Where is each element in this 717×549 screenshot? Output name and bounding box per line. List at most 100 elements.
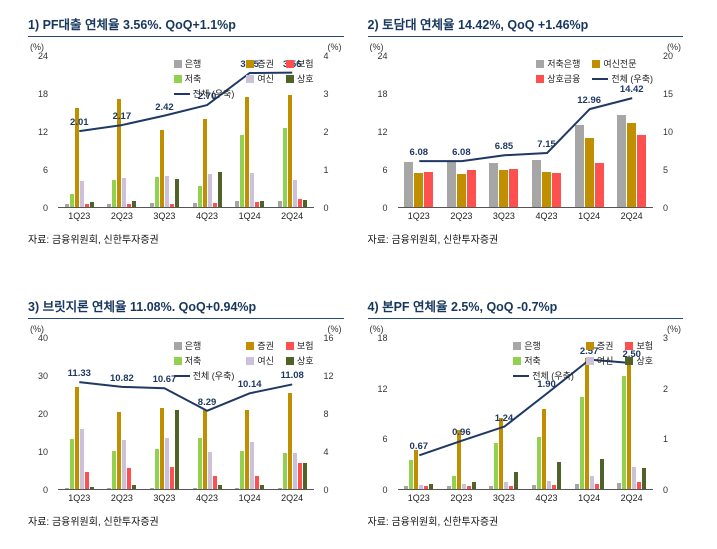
bar-group-3Q23 [143,338,186,489]
total-line [398,338,654,489]
bar-보험 [84,472,89,489]
bar-증권 [159,130,164,207]
bar-여신 [250,173,255,207]
line-value-label: 6.85 [494,141,514,153]
legend-swatch-icon [285,74,294,83]
bar-보험 [127,204,132,207]
bar-증권 [117,411,122,489]
legend-swatch-icon [585,341,594,350]
axis-tick-label: 0 [42,203,48,213]
axis-tick-label: 0 [382,485,388,495]
total-line [398,56,654,207]
line-value-label: 14.42 [619,84,644,96]
legend-label: 보험 [296,59,314,69]
bar-저축 [69,439,74,489]
bar-저축은행 [574,125,584,207]
right-axis-unit: (%) [327,324,342,334]
line-value-label: 7.15 [537,139,556,151]
bar-상호 [132,201,137,207]
bar-상호금융 [594,162,604,207]
legend-swatch-icon [536,74,545,83]
legend-item: 여신 [246,72,274,85]
bar-증권 [287,95,292,207]
bar-저축은행 [489,162,499,207]
chart-title: 3) 브릿지론 연체율 11.08%. QoQ+0.94%p [28,296,344,319]
total-line [58,56,314,207]
bar-여신 [461,483,466,489]
bar-상호금융 [552,173,562,207]
chart-panel-bridge-loan: 3) 브릿지론 연체율 11.08%. QoQ+0.94%p (%) (%) 0… [28,296,344,528]
legend-item: 보험 [625,339,653,352]
bar-저축 [282,127,287,207]
left-axis-ticks: 0 6 12 18 24 [368,51,396,213]
x-axis-label: 2Q24 [281,211,304,221]
bar-저축 [112,451,117,489]
legend-label: 은행 [184,59,202,69]
bar-상호 [89,487,94,489]
legend-item: 은행 [513,339,574,352]
line-value-label: 2.42 [155,101,174,113]
axis-tick-label: 12 [323,371,334,381]
legend-item: 저축 [513,354,574,367]
bar-저축 [154,449,159,489]
bar-group-2Q23 [440,338,483,489]
legend-swatch-icon [173,356,182,365]
legend-label: 상호금융 [547,74,581,84]
x-axis-label: 1Q24 [238,211,261,221]
bar-상호 [599,458,604,489]
left-axis-unit: (%) [30,42,44,52]
x-axis-label: 4Q23 [535,493,558,503]
x-axis-label: 4Q23 [535,211,558,221]
x-axis-label: 1Q24 [578,493,601,503]
bar-은행 [149,203,154,207]
line-value-label: 11.08 [280,370,304,382]
chart-title: 4) 본PF 연체율 2.5%, QoQ -0.7%p [367,296,683,319]
bar-상호금융 [424,171,434,207]
chart-title: 2) 토담대 연체율 14.42%, QoQ +1.46%p [367,14,683,37]
legend-item: 상호 [285,72,314,85]
x-axis-label: 2Q24 [281,493,304,503]
bar-여신 [589,475,594,489]
source-note: 자료: 금융위원회, 신한투자증권 [367,517,499,528]
bar-증권 [159,407,164,489]
legend-swatch-icon [173,341,182,350]
legend-label: 여신 [596,356,614,366]
x-axis-labels: 1Q23 2Q23 3Q23 4Q23 1Q24 2Q24 [58,493,314,506]
legend-swatch-icon [246,59,255,68]
left-axis-unit: (%) [30,324,44,334]
bar-상호 [132,485,137,489]
bar-여신 [547,480,552,489]
legend-item: 전체 (우축) [173,369,234,382]
bar-상호 [217,485,222,489]
left-axis-ticks: 0 10 20 30 40 [28,333,56,495]
x-axis-label: 2Q24 [620,211,643,221]
bar-저축 [451,476,456,489]
bar-group-2Q24 [610,56,653,207]
axis-tick-label: 0 [42,485,48,495]
left-axis-unit: (%) [369,42,384,52]
bar-상호 [89,201,94,207]
axis-tick-label: 16 [323,333,334,343]
legend-item: 증권 [246,57,274,70]
bar-상호금융 [637,134,647,207]
legend-line-swatch-icon [173,374,190,377]
legend-label: 저축은행 [547,59,581,69]
legend-label: 증권 [257,59,274,69]
bar-저축 [409,459,414,489]
bar-보험 [552,484,557,489]
bar-증권 [542,409,547,489]
bar-증권 [202,118,207,207]
bar-저축 [69,194,74,207]
legend-item: 증권 [246,339,274,352]
x-axis-label: 4Q23 [196,211,219,221]
bar-여신전문 [456,174,466,207]
bar-여신 [632,467,637,489]
bar-저축 [282,453,287,489]
x-axis-labels: 1Q23 2Q23 3Q23 4Q23 1Q24 2Q24 [398,493,654,506]
bar-상호 [514,472,519,489]
chart-panel-todamdae: 2) 토담대 연체율 14.42%, QoQ +1.46%p (%) (%) 0… [367,14,683,246]
bar-보험 [84,204,89,207]
bar-저축 [240,134,245,207]
